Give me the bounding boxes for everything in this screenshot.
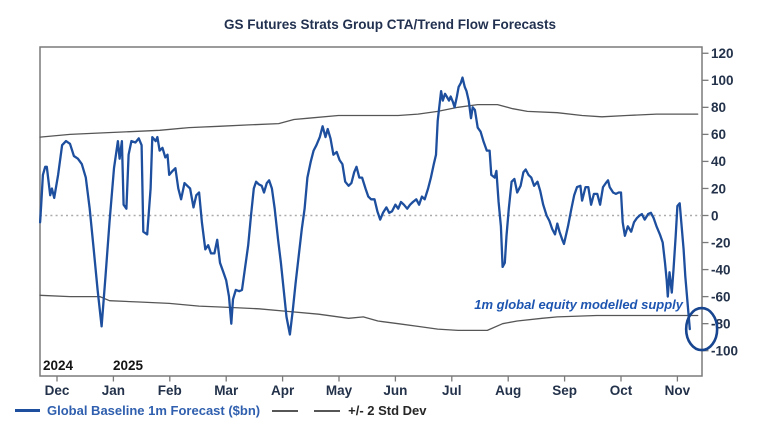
month-label-May: May xyxy=(326,383,353,398)
y-tick-label-80: 80 xyxy=(711,100,726,115)
y-tick-label-40: 40 xyxy=(711,154,726,169)
y-tick-label--100: -100 xyxy=(711,344,738,359)
std-dev-band-lines xyxy=(39,103,699,332)
year-label-2025: 2025 xyxy=(113,358,144,373)
y-tick-label--60: -60 xyxy=(711,289,731,304)
y-tick-label-0: 0 xyxy=(711,208,719,223)
std-dev-polyline-1 xyxy=(39,103,699,138)
month-label-Feb: Feb xyxy=(158,383,182,398)
y-tick-label-100: 100 xyxy=(711,73,734,88)
month-label-Jul: Jul xyxy=(442,383,462,398)
legend-forecast-label: Global Baseline 1m Forecast ($bn) xyxy=(47,403,261,418)
month-label-Oct: Oct xyxy=(610,383,633,398)
plot-frame xyxy=(39,46,703,377)
month-label-Jun: Jun xyxy=(383,383,407,398)
forecast-polyline xyxy=(38,76,691,336)
y-tick-label--20: -20 xyxy=(711,235,731,250)
year-label-2024: 2024 xyxy=(43,358,74,373)
legend-band-swatch-lower xyxy=(314,409,341,412)
plot-frame-group xyxy=(39,46,703,377)
month-label-Dec: Dec xyxy=(45,383,70,398)
month-label-Mar: Mar xyxy=(214,383,239,398)
y-tick-label--40: -40 xyxy=(711,262,731,277)
y-tick-label-20: 20 xyxy=(711,181,726,196)
legend-band-label: +/- 2 Std Dev xyxy=(348,403,427,418)
month-label-Aug: Aug xyxy=(495,383,521,398)
forecast-series-line xyxy=(38,76,691,336)
month-label-Apr: Apr xyxy=(271,383,295,398)
highlight-ellipse-group xyxy=(684,306,719,352)
legend: Global Baseline 1m Forecast ($bn) +/- 2 … xyxy=(15,403,427,418)
month-label-Sep: Sep xyxy=(552,383,577,398)
month-label-Jan: Jan xyxy=(102,383,125,398)
highlight-ellipse xyxy=(684,306,719,352)
y-tick-label-60: 60 xyxy=(711,127,726,142)
std-dev-polyline-2 xyxy=(39,294,699,332)
annotation-text: 1m global equity modelled supply xyxy=(474,297,683,312)
legend-forecast-swatch xyxy=(15,409,40,412)
y-tick-label-120: 120 xyxy=(711,46,734,61)
legend-band-swatch-upper xyxy=(272,409,299,412)
chart-title: GS Futures Strats Group CTA/Trend Flow F… xyxy=(223,17,557,32)
month-label-Nov: Nov xyxy=(665,383,691,398)
